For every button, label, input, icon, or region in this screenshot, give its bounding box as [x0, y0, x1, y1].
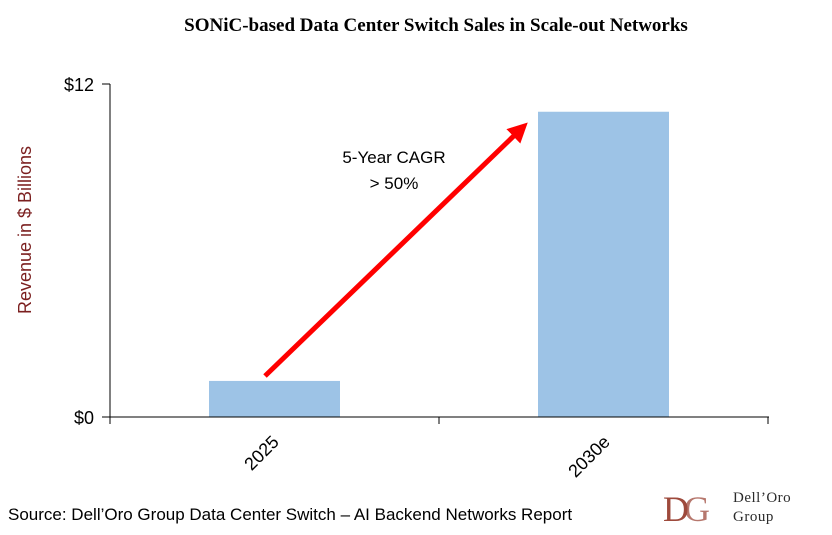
bar-2025 — [209, 380, 340, 417]
cagr-annotation-line1: 5-Year CAGR — [342, 148, 445, 167]
chart-title: SONiC-based Data Center Switch Sales in … — [184, 15, 688, 36]
x-tick-label-2030e: 2030e — [564, 432, 614, 482]
logo-mark-g: G — [684, 489, 710, 529]
y-tick-label-top: $12 — [64, 75, 94, 95]
logo-text-line2: Group — [733, 509, 774, 525]
cagr-arrow — [263, 122, 528, 378]
y-tick-label-bottom: $0 — [74, 408, 94, 428]
bars-group — [209, 111, 669, 417]
bar-2030e — [538, 111, 669, 417]
y-axis-label: Revenue in $ Billions — [15, 146, 35, 314]
source-note: Source: Dell’Oro Group Data Center Switc… — [8, 505, 572, 524]
dell-oro-logo: D G Dell’Oro Group — [663, 489, 791, 529]
logo-mark-d: D — [663, 489, 689, 529]
cagr-annotation-line2: > 50% — [370, 174, 419, 193]
x-tick-label-2025: 2025 — [240, 432, 282, 474]
logo-text-line1: Dell’Oro — [733, 490, 791, 506]
